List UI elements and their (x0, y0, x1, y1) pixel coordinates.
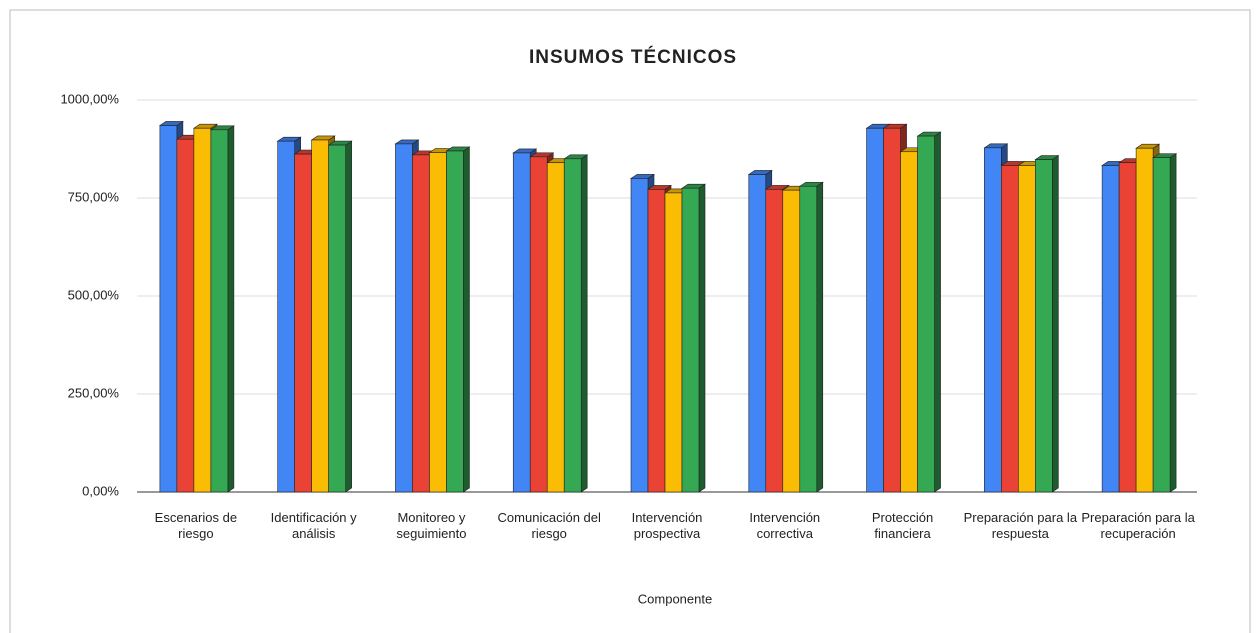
bar-front (193, 127, 212, 493)
bar-front (412, 154, 430, 493)
bar-front (512, 152, 531, 493)
x-tick-label: Intervención correctiva (749, 510, 821, 541)
bar (209, 125, 235, 493)
bar-side (345, 140, 352, 493)
x-axis-label: Componente (638, 591, 712, 606)
bar-front (1001, 165, 1019, 493)
y-tick-label: 500,00% (68, 287, 120, 302)
bar-front (311, 139, 329, 493)
bar-front (866, 127, 884, 493)
y-tick-label: 0,00% (82, 483, 119, 498)
bar-front (159, 125, 178, 493)
bar-side (227, 125, 235, 493)
bar-front (748, 174, 767, 493)
y-tick-label: 250,00% (68, 385, 120, 400)
bar (681, 183, 706, 493)
bar-front (395, 143, 413, 493)
x-tick-label: Preparación para la recuperación (1081, 510, 1195, 541)
bar-front (630, 178, 649, 493)
bar-front (446, 150, 464, 493)
bar-front (1135, 147, 1154, 493)
bar-front (1018, 165, 1036, 493)
bar-front (210, 129, 229, 493)
x-tick-label: Comunicación del riesgo (497, 510, 601, 541)
x-tick-label: Monitoreo y seguimiento (396, 510, 467, 541)
bar-front (546, 162, 565, 493)
bar (798, 181, 824, 493)
bar-front (294, 153, 312, 493)
bar-front (429, 152, 447, 493)
bar-side (698, 183, 706, 493)
bar-side (1169, 153, 1177, 493)
bar-side (580, 154, 588, 493)
bar-side (816, 181, 824, 493)
bar-front (277, 140, 295, 493)
y-tick-label: 1000,00% (60, 91, 119, 106)
bar-front (1118, 162, 1137, 493)
x-tick-label: Escenarios de riesgo (154, 510, 238, 541)
bar (1152, 153, 1178, 493)
bar-front (529, 156, 548, 493)
bar-front (765, 189, 784, 493)
bar-front (328, 144, 346, 493)
bar (445, 146, 471, 493)
bar (916, 131, 942, 493)
chart-title: INSUMOS TÉCNICOS (529, 46, 737, 68)
bar-front (782, 189, 801, 493)
bar-front (1035, 159, 1053, 493)
bar-side (463, 146, 470, 493)
bar-front (799, 185, 818, 493)
bar (1034, 155, 1060, 493)
bar-side (934, 131, 941, 493)
bar-front (900, 151, 918, 493)
x-tick-label: Preparación para la respuesta (963, 510, 1078, 541)
bar-front (681, 187, 700, 493)
bar (563, 154, 589, 493)
x-tick-label: Identificación y análisis (270, 510, 357, 541)
bar-front (984, 147, 1002, 493)
bar-front (664, 192, 683, 493)
bar-front (176, 138, 195, 493)
bar (327, 140, 353, 493)
bar-front (883, 127, 901, 493)
x-tick-label: Intervención prospectiva (631, 510, 703, 541)
x-tick-label: Protección financiera (871, 510, 934, 541)
bar-front (1101, 165, 1120, 493)
bar-front (563, 158, 582, 493)
bar-side (1052, 155, 1059, 493)
y-tick-label: 750,00% (68, 189, 120, 204)
bar-front (917, 135, 935, 493)
bar-front (1152, 157, 1171, 493)
bar-front (647, 189, 666, 493)
